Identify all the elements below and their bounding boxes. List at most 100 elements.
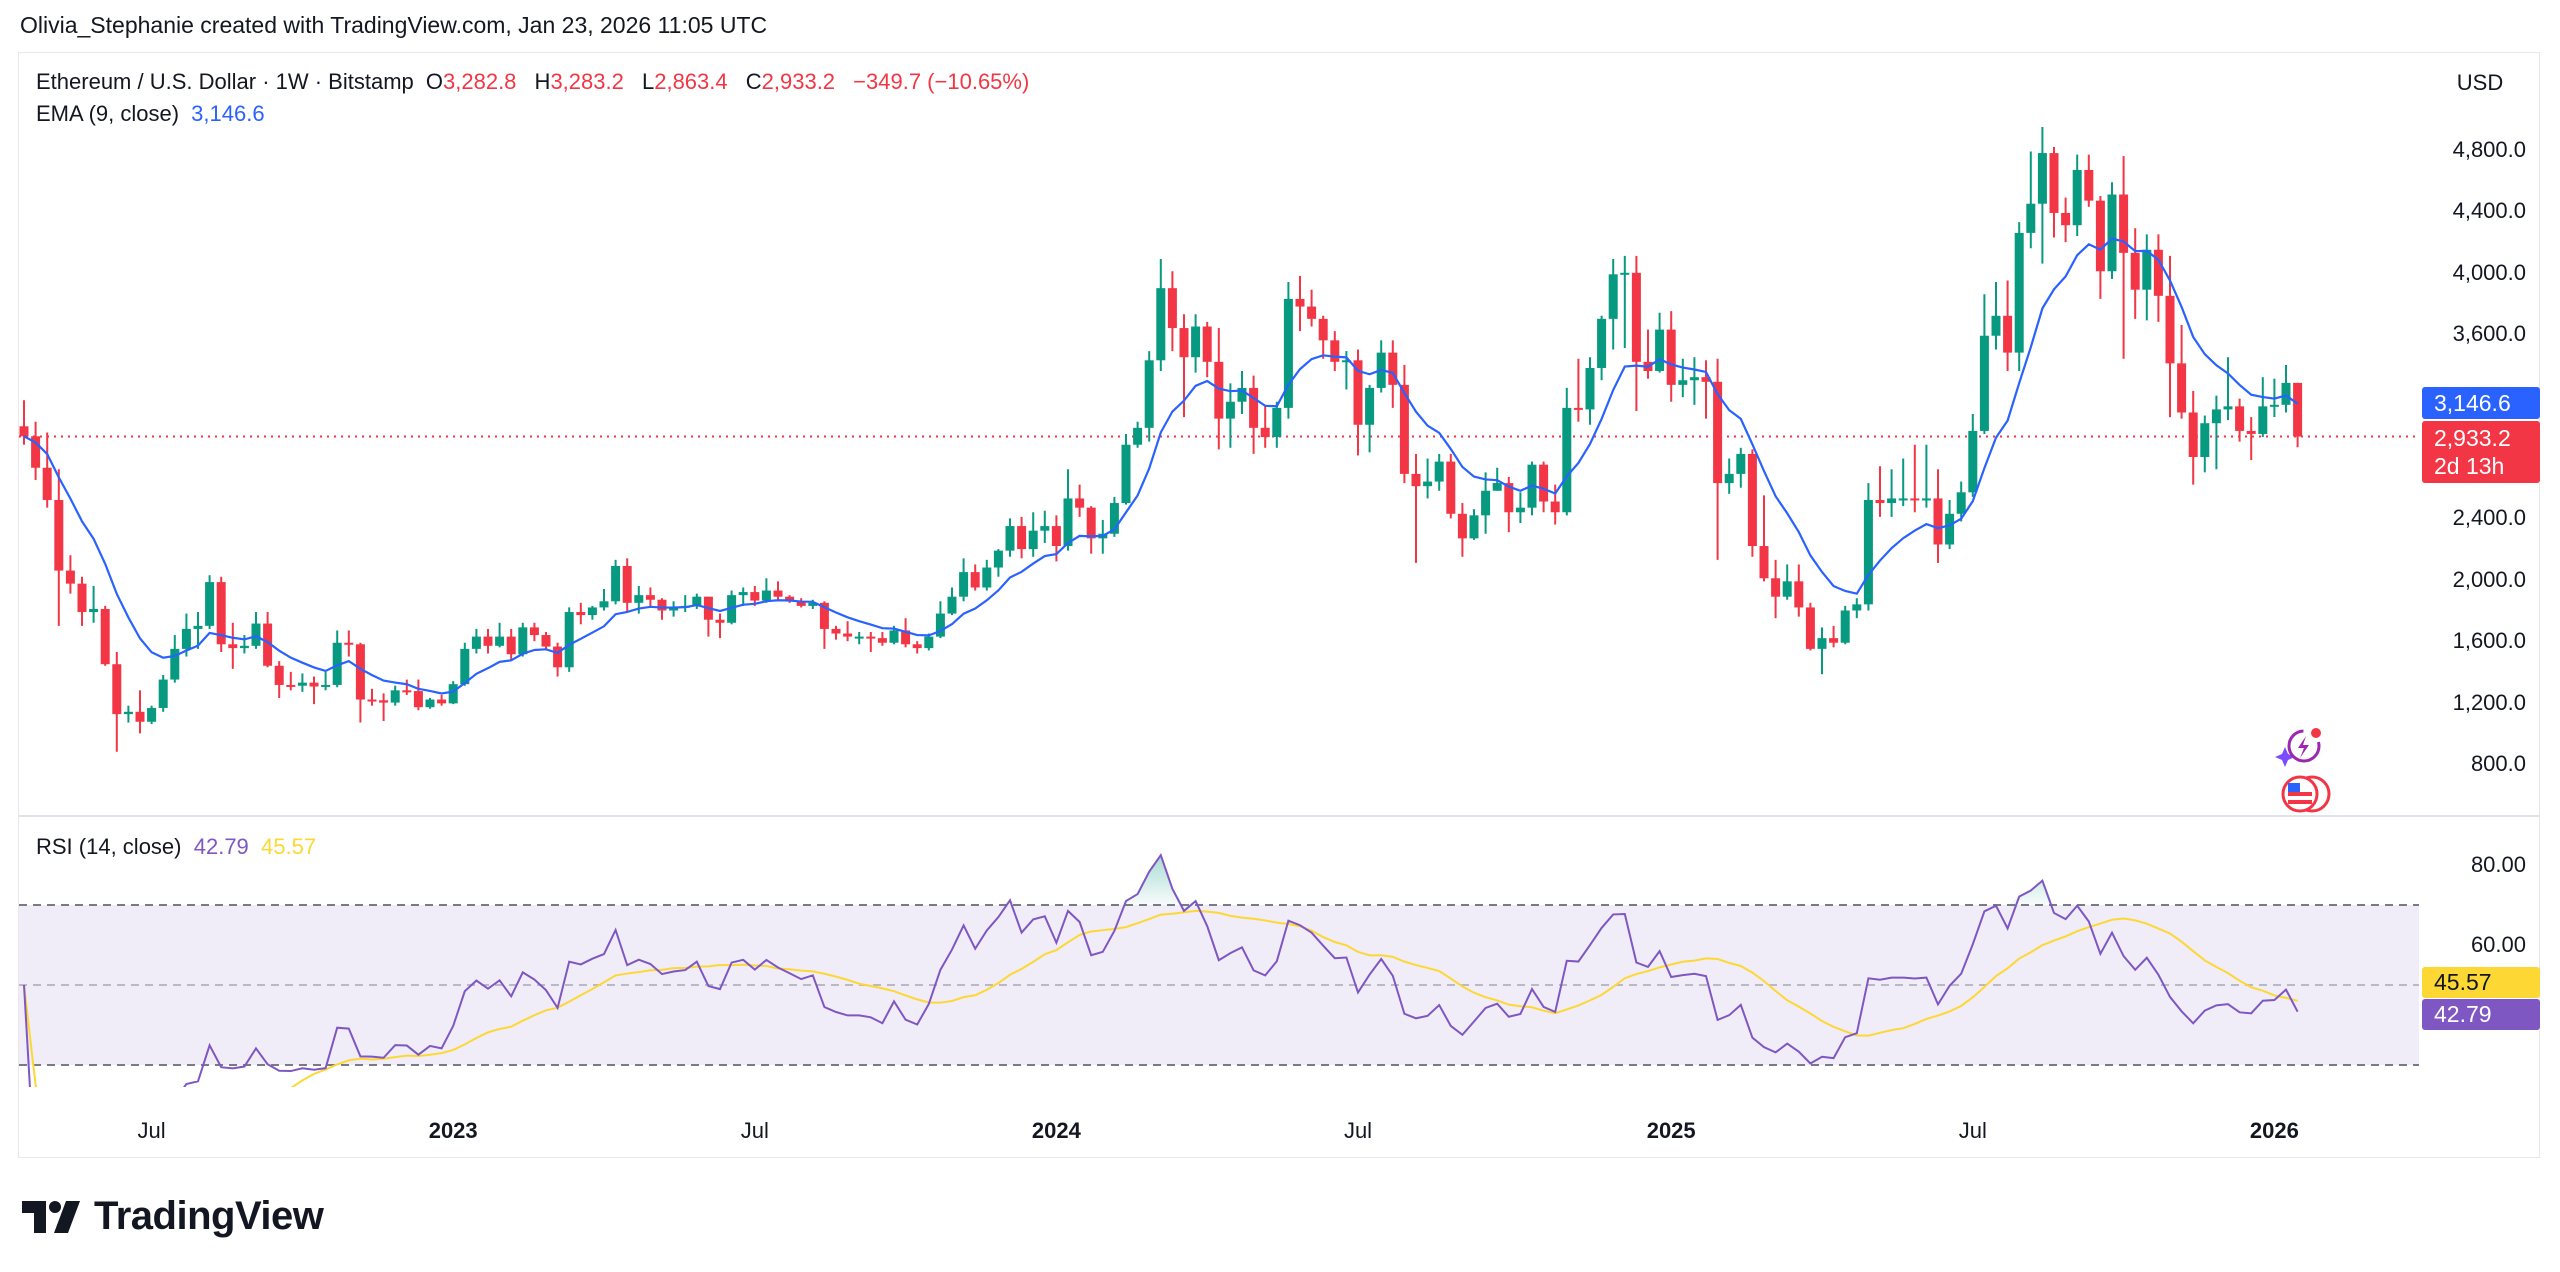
candle-body (2223, 406, 2233, 410)
candle (854, 631, 864, 645)
tradingview-logo[interactable]: TradingView (22, 1194, 324, 1239)
candle (657, 598, 667, 620)
candle-body (1423, 481, 1433, 487)
candle (2223, 357, 2233, 421)
candle (2235, 398, 2245, 442)
rsi-label[interactable]: RSI (14, close) (36, 834, 182, 859)
candle-body (1539, 464, 1549, 502)
candle-body (1063, 498, 1073, 547)
candle (147, 705, 157, 725)
candle-body (425, 699, 435, 708)
candle-body (553, 646, 563, 668)
candle (1724, 458, 1734, 494)
candle (843, 621, 853, 642)
candle (89, 585, 99, 623)
candle (309, 676, 319, 705)
rsi-pane[interactable] (19, 852, 2420, 1185)
candle (437, 694, 447, 706)
candle (2049, 146, 2059, 238)
candle-body (1829, 638, 1839, 643)
candle-body (2281, 382, 2291, 405)
candle-body (657, 599, 667, 611)
rsi-value: 42.79 (193, 834, 249, 859)
candle-body (715, 619, 725, 623)
candle-body (750, 592, 760, 601)
candle-body (2258, 406, 2268, 434)
candle-body (2188, 412, 2198, 457)
candle-body (1260, 427, 1270, 438)
rsi-axis-60: 60.00 (2470, 932, 2526, 957)
candle-body (1086, 507, 1096, 539)
candle (1225, 383, 1235, 448)
candle (1597, 315, 1607, 381)
us-flag-coin-icon[interactable] (2278, 774, 2334, 814)
candle (982, 559, 992, 591)
candle (1318, 315, 1328, 359)
candle (564, 607, 574, 672)
candle-body (1307, 306, 1317, 319)
currency-label[interactable]: USD (2456, 70, 2504, 95)
tradingview-logo-icon (22, 1200, 80, 1233)
candle (1040, 510, 1050, 543)
candle (274, 661, 284, 698)
candle-body (344, 642, 354, 645)
candle (1469, 509, 1479, 540)
ema-label[interactable]: EMA (9, close) (36, 101, 180, 126)
candle-body (1713, 381, 1723, 484)
candle-body (1863, 499, 1873, 605)
candle (529, 622, 539, 642)
candle-body (1133, 427, 1143, 445)
candle (1782, 564, 1792, 600)
ema-price-badge: 3,146.6 (2422, 387, 2540, 419)
candle-body (901, 630, 911, 645)
candle-body (2165, 295, 2175, 364)
candle (1515, 492, 1525, 524)
candle (1921, 444, 1931, 508)
candle-body (622, 565, 632, 603)
candle-body (1979, 335, 1989, 431)
candle (100, 605, 110, 666)
candle-body (924, 636, 934, 649)
candle (819, 601, 829, 649)
candle (1666, 311, 1676, 402)
candle (1330, 331, 1340, 372)
candle (1028, 512, 1038, 557)
candle (251, 612, 261, 649)
candle-body (1156, 288, 1166, 361)
candle-body (413, 691, 423, 708)
candle-body (1504, 483, 1514, 513)
candle-body (1075, 498, 1085, 508)
candle (239, 635, 249, 654)
candle (1272, 401, 1282, 448)
candle-body (332, 642, 342, 685)
candle (1191, 314, 1201, 373)
candle (1353, 349, 1363, 456)
candle-body (2153, 249, 2163, 296)
candle-body (193, 625, 203, 629)
candle-body (518, 627, 528, 655)
last-price-value: 2,933.2 (2434, 425, 2511, 451)
symbol-title[interactable]: Ethereum / U.S. Dollar · 1W · Bitstamp (36, 69, 414, 94)
candle-body (1921, 498, 1931, 501)
candle (1144, 351, 1154, 442)
candle-body (1840, 610, 1850, 643)
candle-body (634, 595, 644, 603)
candle-body (1747, 453, 1757, 547)
rsi-band-fill (19, 905, 2419, 1065)
candle-body (65, 570, 75, 584)
candle (1655, 312, 1665, 373)
candle-body (1805, 607, 1815, 649)
price-pane[interactable] (19, 126, 2420, 752)
candle-body (1759, 546, 1769, 579)
candle-body (993, 550, 1003, 568)
open-value: 3,282.8 (443, 69, 517, 94)
candle-body (1910, 498, 1920, 501)
candle (1376, 340, 1386, 393)
candle (553, 642, 563, 677)
candle-body (123, 711, 133, 715)
lightning-sparkle-icon[interactable] (2272, 724, 2328, 772)
candle (2200, 415, 2210, 473)
candle-body (1817, 638, 1827, 649)
candle-body (1573, 407, 1583, 410)
